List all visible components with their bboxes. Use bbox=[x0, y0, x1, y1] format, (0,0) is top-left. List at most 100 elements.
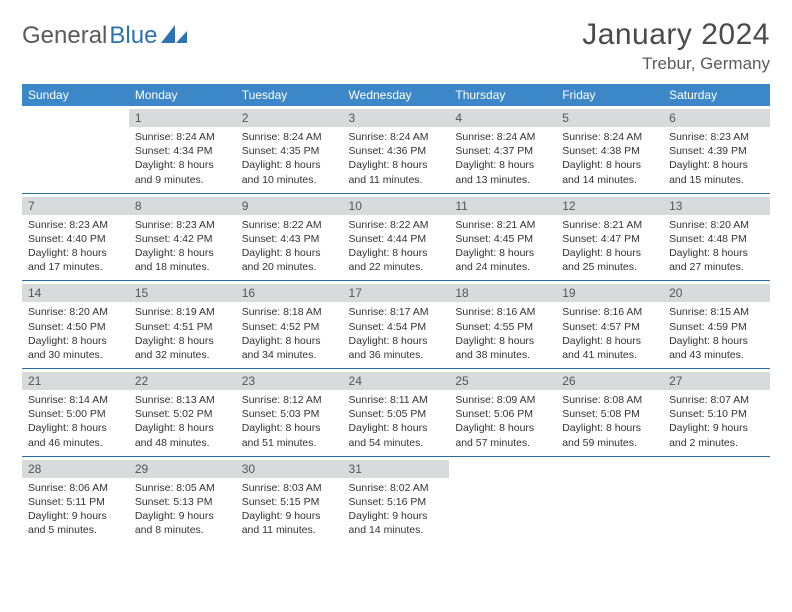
day-number: 14 bbox=[22, 284, 129, 302]
calendar-week-row: 14Sunrise: 8:20 AMSunset: 4:50 PMDayligh… bbox=[22, 281, 770, 369]
day-info: Sunrise: 8:07 AMSunset: 5:10 PMDaylight:… bbox=[669, 393, 764, 450]
day-number: 8 bbox=[129, 197, 236, 215]
sunrise-text: Sunrise: 8:06 AM bbox=[28, 481, 123, 495]
calendar-cell: 30Sunrise: 8:03 AMSunset: 5:15 PMDayligh… bbox=[236, 456, 343, 543]
day-info: Sunrise: 8:05 AMSunset: 5:13 PMDaylight:… bbox=[135, 481, 230, 538]
brand-part1: General bbox=[22, 22, 107, 50]
weekday-header: Sunday bbox=[22, 84, 129, 106]
weekday-header: Saturday bbox=[663, 84, 770, 106]
daylight-text: Daylight: 9 hours and 8 minutes. bbox=[135, 509, 230, 537]
sunset-text: Sunset: 4:37 PM bbox=[455, 144, 550, 158]
day-info: Sunrise: 8:11 AMSunset: 5:05 PMDaylight:… bbox=[349, 393, 444, 450]
calendar-cell: 28Sunrise: 8:06 AMSunset: 5:11 PMDayligh… bbox=[22, 456, 129, 543]
day-info: Sunrise: 8:23 AMSunset: 4:40 PMDaylight:… bbox=[28, 218, 123, 275]
day-number: 10 bbox=[343, 197, 450, 215]
calendar-cell: 29Sunrise: 8:05 AMSunset: 5:13 PMDayligh… bbox=[129, 456, 236, 543]
sunset-text: Sunset: 4:57 PM bbox=[562, 320, 657, 334]
daylight-text: Daylight: 8 hours and 48 minutes. bbox=[135, 421, 230, 449]
day-number: 19 bbox=[556, 284, 663, 302]
daylight-text: Daylight: 8 hours and 17 minutes. bbox=[28, 246, 123, 274]
day-info: Sunrise: 8:24 AMSunset: 4:35 PMDaylight:… bbox=[242, 130, 337, 187]
day-number: 12 bbox=[556, 197, 663, 215]
day-info: Sunrise: 8:06 AMSunset: 5:11 PMDaylight:… bbox=[28, 481, 123, 538]
sunrise-text: Sunrise: 8:24 AM bbox=[562, 130, 657, 144]
day-info: Sunrise: 8:18 AMSunset: 4:52 PMDaylight:… bbox=[242, 305, 337, 362]
day-info: Sunrise: 8:21 AMSunset: 4:45 PMDaylight:… bbox=[455, 218, 550, 275]
daylight-text: Daylight: 9 hours and 2 minutes. bbox=[669, 421, 764, 449]
daylight-text: Daylight: 8 hours and 15 minutes. bbox=[669, 158, 764, 186]
calendar-cell: 3Sunrise: 8:24 AMSunset: 4:36 PMDaylight… bbox=[343, 106, 450, 193]
day-number: 2 bbox=[236, 109, 343, 127]
day-number: 24 bbox=[343, 372, 450, 390]
day-number: 1 bbox=[129, 109, 236, 127]
day-number: 13 bbox=[663, 197, 770, 215]
calendar-cell: 23Sunrise: 8:12 AMSunset: 5:03 PMDayligh… bbox=[236, 369, 343, 457]
sunrise-text: Sunrise: 8:03 AM bbox=[242, 481, 337, 495]
calendar-cell: 16Sunrise: 8:18 AMSunset: 4:52 PMDayligh… bbox=[236, 281, 343, 369]
sunrise-text: Sunrise: 8:23 AM bbox=[135, 218, 230, 232]
day-info: Sunrise: 8:23 AMSunset: 4:39 PMDaylight:… bbox=[669, 130, 764, 187]
sunrise-text: Sunrise: 8:08 AM bbox=[562, 393, 657, 407]
daylight-text: Daylight: 8 hours and 27 minutes. bbox=[669, 246, 764, 274]
day-info: Sunrise: 8:16 AMSunset: 4:55 PMDaylight:… bbox=[455, 305, 550, 362]
day-info: Sunrise: 8:24 AMSunset: 4:37 PMDaylight:… bbox=[455, 130, 550, 187]
calendar-cell: 31Sunrise: 8:02 AMSunset: 5:16 PMDayligh… bbox=[343, 456, 450, 543]
calendar-cell: 14Sunrise: 8:20 AMSunset: 4:50 PMDayligh… bbox=[22, 281, 129, 369]
sunset-text: Sunset: 4:51 PM bbox=[135, 320, 230, 334]
sunset-text: Sunset: 4:59 PM bbox=[669, 320, 764, 334]
sunrise-text: Sunrise: 8:12 AM bbox=[242, 393, 337, 407]
weekday-header: Friday bbox=[556, 84, 663, 106]
day-number: 3 bbox=[343, 109, 450, 127]
calendar-cell: 12 Sunrise: 8:21 AMSunset: 4:47 PMDayligh… bbox=[556, 193, 663, 281]
daylight-text: Daylight: 9 hours and 14 minutes. bbox=[349, 509, 444, 537]
daylight-text: Daylight: 8 hours and 9 minutes. bbox=[135, 158, 230, 186]
day-number: 5 bbox=[556, 109, 663, 127]
sunrise-text: Sunrise: 8:24 AM bbox=[242, 130, 337, 144]
sunset-text: Sunset: 4:44 PM bbox=[349, 232, 444, 246]
day-info: Sunrise: 8:15 AMSunset: 4:59 PMDaylight:… bbox=[669, 305, 764, 362]
sunset-text: Sunset: 4:42 PM bbox=[135, 232, 230, 246]
sunrise-text: Sunrise: 8:18 AM bbox=[242, 305, 337, 319]
sunset-text: Sunset: 4:52 PM bbox=[242, 320, 337, 334]
day-info: Sunrise: 8:20 AMSunset: 4:48 PMDaylight:… bbox=[669, 218, 764, 275]
day-info: Sunrise: 8:21 AMSunset: 4:47 PMDaylight:… bbox=[562, 218, 657, 275]
sunrise-text: Sunrise: 8:23 AM bbox=[28, 218, 123, 232]
day-number: 23 bbox=[236, 372, 343, 390]
daylight-text: Daylight: 8 hours and 54 minutes. bbox=[349, 421, 444, 449]
sunset-text: Sunset: 4:34 PM bbox=[135, 144, 230, 158]
sunset-text: Sunset: 4:38 PM bbox=[562, 144, 657, 158]
sunrise-text: Sunrise: 8:02 AM bbox=[349, 481, 444, 495]
daylight-text: Daylight: 8 hours and 57 minutes. bbox=[455, 421, 550, 449]
day-number: 22 bbox=[129, 372, 236, 390]
day-number: 20 bbox=[663, 284, 770, 302]
calendar-cell: 22Sunrise: 8:13 AMSunset: 5:02 PMDayligh… bbox=[129, 369, 236, 457]
day-number: 26 bbox=[556, 372, 663, 390]
daylight-text: Daylight: 8 hours and 46 minutes. bbox=[28, 421, 123, 449]
day-number: 17 bbox=[343, 284, 450, 302]
day-info: Sunrise: 8:19 AMSunset: 4:51 PMDaylight:… bbox=[135, 305, 230, 362]
calendar-week-row: 1Sunrise: 8:24 AMSunset: 4:34 PMDaylight… bbox=[22, 106, 770, 193]
sunrise-text: Sunrise: 8:16 AM bbox=[455, 305, 550, 319]
calendar-cell: 26 Sunrise: 8:08 AMSunset: 5:08 PMDayligh… bbox=[556, 369, 663, 457]
sunrise-text: Sunrise: 8:22 AM bbox=[349, 218, 444, 232]
calendar-body: 1Sunrise: 8:24 AMSunset: 4:34 PMDaylight… bbox=[22, 106, 770, 543]
calendar-cell: 15Sunrise: 8:19 AMSunset: 4:51 PMDayligh… bbox=[129, 281, 236, 369]
sunrise-text: Sunrise: 8:17 AM bbox=[349, 305, 444, 319]
calendar-cell: 19Sunrise: 8:16 AMSunset: 4:57 PMDayligh… bbox=[556, 281, 663, 369]
day-number: 6 bbox=[663, 109, 770, 127]
day-info: Sunrise: 8:22 AMSunset: 4:43 PMDaylight:… bbox=[242, 218, 337, 275]
sunrise-text: Sunrise: 8:20 AM bbox=[669, 218, 764, 232]
daylight-text: Daylight: 8 hours and 59 minutes. bbox=[562, 421, 657, 449]
calendar-cell: 6 Sunrise: 8:23 AMSunset: 4:39 PMDaylight… bbox=[663, 106, 770, 193]
daylight-text: Daylight: 8 hours and 20 minutes. bbox=[242, 246, 337, 274]
day-info: Sunrise: 8:24 AMSunset: 4:34 PMDaylight:… bbox=[135, 130, 230, 187]
day-number: 7 bbox=[22, 197, 129, 215]
calendar-week-row: 21Sunrise: 8:14 AMSunset: 5:00 PMDayligh… bbox=[22, 369, 770, 457]
page-header: GeneralBlue January 2024 Trebur, Germany bbox=[22, 18, 770, 74]
day-info: Sunrise: 8:03 AMSunset: 5:15 PMDaylight:… bbox=[242, 481, 337, 538]
sunrise-text: Sunrise: 8:19 AM bbox=[135, 305, 230, 319]
day-info: Sunrise: 8:17 AMSunset: 4:54 PMDaylight:… bbox=[349, 305, 444, 362]
sunset-text: Sunset: 5:08 PM bbox=[562, 407, 657, 421]
sunrise-text: Sunrise: 8:16 AM bbox=[562, 305, 657, 319]
location-label: Trebur, Germany bbox=[582, 54, 770, 74]
